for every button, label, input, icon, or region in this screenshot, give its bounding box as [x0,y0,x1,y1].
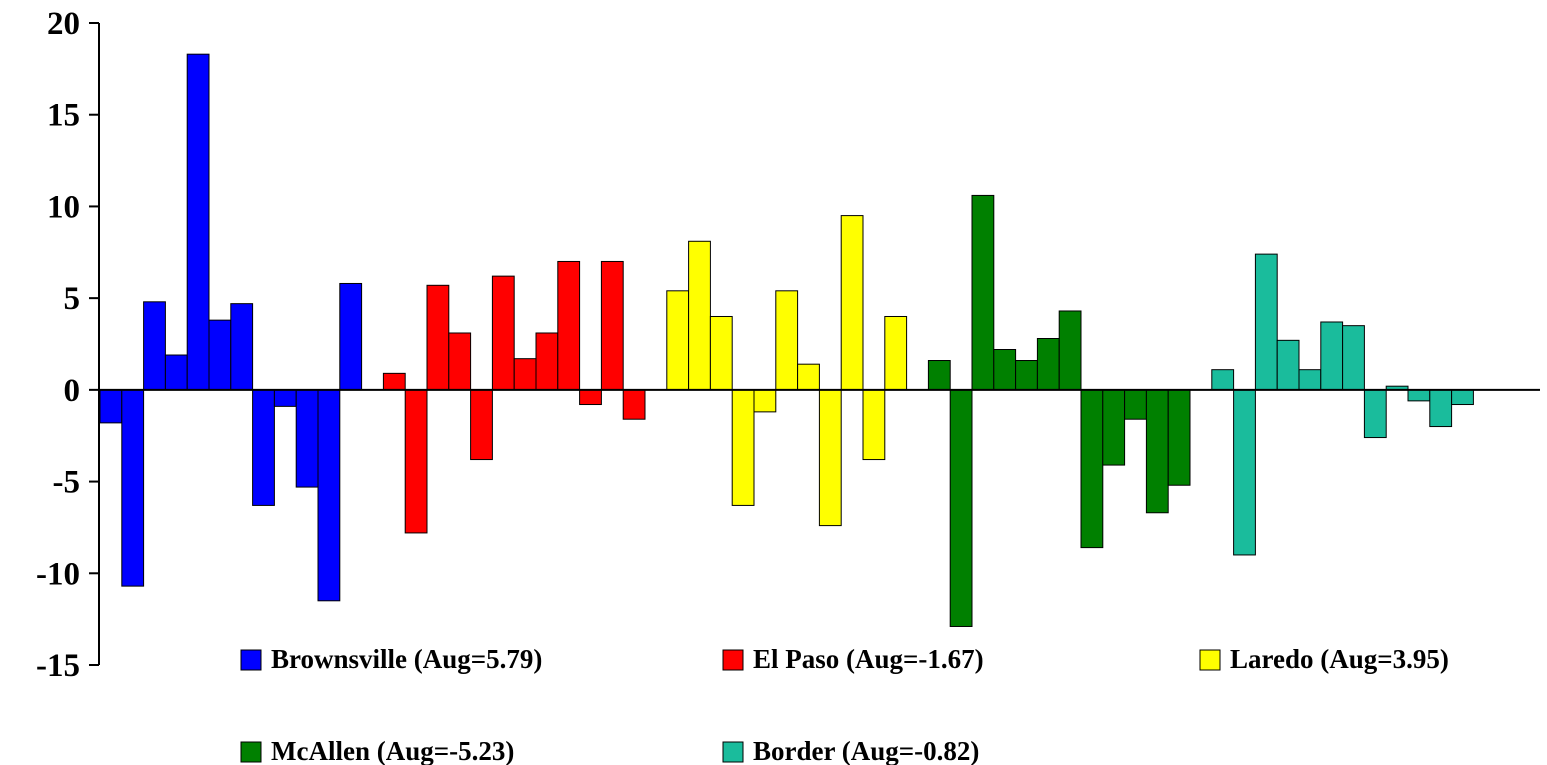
legend-swatch-1 [722,649,744,671]
bar-series-2-6 [797,363,820,391]
bar-series-2-10 [884,315,908,391]
bar-series-3-6 [1058,310,1082,391]
bar-series-3-2 [971,194,995,391]
y-tick-label: -15 [36,648,80,684]
bar-series-0-1 [121,389,145,587]
bar-series-4-9 [1407,389,1431,402]
bar-series-2-5 [775,290,799,391]
bar-series-2-1 [688,240,711,391]
bar-series-0-11 [339,282,363,391]
y-tick-label: 20 [47,6,80,42]
bar-series-2-8 [840,215,864,391]
bar-series-0-5 [208,319,232,391]
bar-series-2-9 [862,389,886,461]
y-tick-label: -10 [36,556,80,592]
legend-label-4: Border (Aug=-0.82) [753,736,979,765]
bar-series-0-0 [99,389,123,424]
bar-series-4-5 [1320,321,1344,391]
y-tick-label: 10 [47,189,80,225]
bar-series-0-2 [143,301,166,391]
bar-series-2-2 [709,315,733,391]
bar-series-0-7 [252,389,275,506]
legend-swatch-3 [240,741,262,763]
bar-series-1-6 [513,358,537,391]
bar-series-1-4 [470,389,493,461]
bar-series-0-3 [164,354,188,391]
bar-series-3-11 [1167,389,1191,486]
bar-series-1-3 [448,332,472,391]
y-tick-label: -5 [53,465,81,501]
bar-series-4-7 [1363,389,1387,439]
bar-series-3-3 [993,349,1017,391]
y-tick-label: 5 [64,281,81,317]
bar-series-2-4 [753,389,777,413]
bar-series-4-0 [1211,369,1235,391]
bar-series-3-8 [1102,389,1126,466]
bar-series-4-4 [1298,369,1322,391]
legend-label-3: McAllen (Aug=-5.23) [271,736,514,765]
bar-series-3-9 [1124,389,1147,420]
bar-series-4-6 [1342,325,1365,391]
bar-series-1-7 [535,332,559,391]
bar-series-3-5 [1036,338,1060,391]
bar-series-0-9 [295,389,319,488]
bar-series-4-2 [1254,253,1278,391]
bar-series-2-3 [731,389,755,506]
bar-series-1-0 [382,372,406,391]
y-tick-label: 15 [47,98,80,134]
bar-series-3-1 [949,389,973,627]
bar-series-1-8 [557,260,581,391]
bar-series-1-11 [622,389,646,420]
bar-series-4-3 [1276,339,1300,391]
legend: Brownsville (Aug=5.79) El Paso (Aug=-1.67… [240,644,1449,765]
bar-series-4-1 [1233,389,1256,556]
bar-series-3-0 [927,360,951,391]
bar-series-3-4 [1015,360,1038,391]
y-tick-label: 0 [64,373,81,409]
bar-series-1-2 [426,284,450,391]
bar-series-1-1 [404,389,428,534]
bar-series-0-8 [273,389,297,407]
legend-label-0: Brownsville (Aug=5.79) [271,644,542,674]
bar-series-2-7 [818,389,842,527]
bar-series-4-11 [1451,389,1474,406]
bar-series-1-5 [491,275,515,391]
bar-series-4-10 [1429,389,1453,428]
legend-label-1: El Paso (Aug=-1.67) [753,644,984,674]
bar-series-0-4 [186,53,210,391]
bar-series-3-7 [1080,389,1104,549]
bar-series-1-10 [600,260,624,391]
legend-label-2: Laredo (Aug=3.95) [1230,644,1449,674]
bars [99,53,1474,627]
bar-series-0-10 [317,389,341,602]
legend-swatch-4 [722,741,744,763]
bar-series-1-9 [579,389,602,406]
axes: 20 15 10 5 0 -5 -10 -15 [36,6,1540,684]
bar-series-0-6 [230,303,254,391]
bar-series-2-0 [666,290,690,391]
bar-series-3-10 [1145,389,1169,514]
legend-swatch-2 [1199,649,1221,671]
legend-swatch-0 [240,649,262,671]
